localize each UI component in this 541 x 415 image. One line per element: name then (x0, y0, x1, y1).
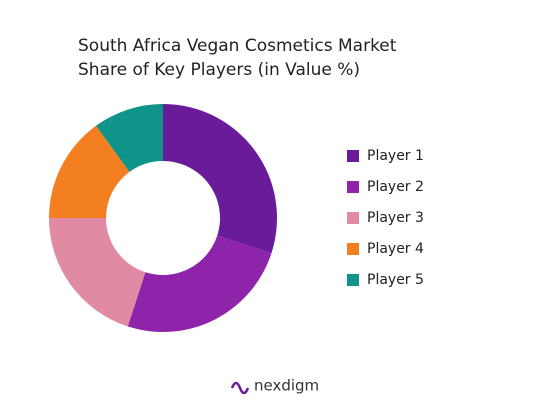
donut-slice (49, 218, 146, 327)
donut-slice (127, 235, 272, 332)
legend-swatch (347, 212, 359, 224)
legend-label: Player 3 (367, 210, 424, 226)
legend-swatch (347, 150, 359, 162)
chart-title: South Africa Vegan Cosmetics Market Shar… (78, 36, 397, 80)
legend-label: Player 4 (367, 241, 424, 257)
brand: nexdigm (254, 377, 319, 395)
legend-swatch (347, 243, 359, 255)
legend-swatch (347, 181, 359, 193)
legend-swatch (347, 274, 359, 286)
legend-label: Player 5 (367, 272, 424, 288)
donut-slice (95, 104, 163, 172)
legend-label: Player 1 (367, 148, 424, 164)
brand-icon (230, 381, 250, 395)
legend-label: Player 2 (367, 179, 424, 195)
donut-slice (49, 125, 130, 218)
donut-slice (163, 104, 277, 254)
